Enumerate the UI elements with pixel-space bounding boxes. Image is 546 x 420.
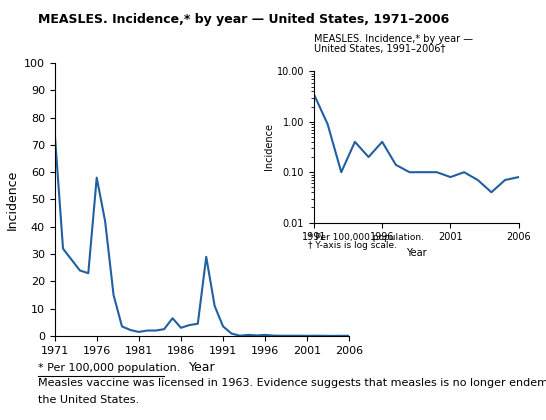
- Text: MEASLES. Incidence,* by year — United States, 1971–2006: MEASLES. Incidence,* by year — United St…: [38, 13, 449, 26]
- X-axis label: Year: Year: [189, 361, 215, 374]
- Y-axis label: Incidence: Incidence: [5, 169, 19, 230]
- Y-axis label: Incidence: Incidence: [264, 123, 274, 171]
- Text: MEASLES. Incidence,* by year —: MEASLES. Incidence,* by year —: [314, 34, 473, 44]
- X-axis label: Year: Year: [406, 248, 426, 258]
- Text: Measles vaccine was licensed in 1963. Evidence suggests that measles is no longe: Measles vaccine was licensed in 1963. Ev…: [38, 378, 546, 388]
- Text: United States, 1991–2006†: United States, 1991–2006†: [314, 44, 446, 54]
- Text: the United States.: the United States.: [38, 395, 139, 405]
- Text: * Per 100,000 population.: * Per 100,000 population.: [38, 363, 181, 373]
- Text: † Y-axis is log scale.: † Y-axis is log scale.: [308, 241, 397, 250]
- Text: * Per 100,000 population.: * Per 100,000 population.: [308, 233, 424, 242]
